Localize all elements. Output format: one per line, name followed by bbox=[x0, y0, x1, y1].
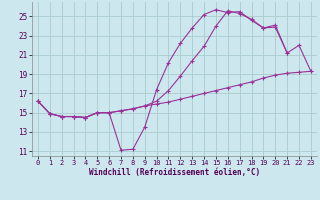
X-axis label: Windchill (Refroidissement éolien,°C): Windchill (Refroidissement éolien,°C) bbox=[89, 168, 260, 177]
